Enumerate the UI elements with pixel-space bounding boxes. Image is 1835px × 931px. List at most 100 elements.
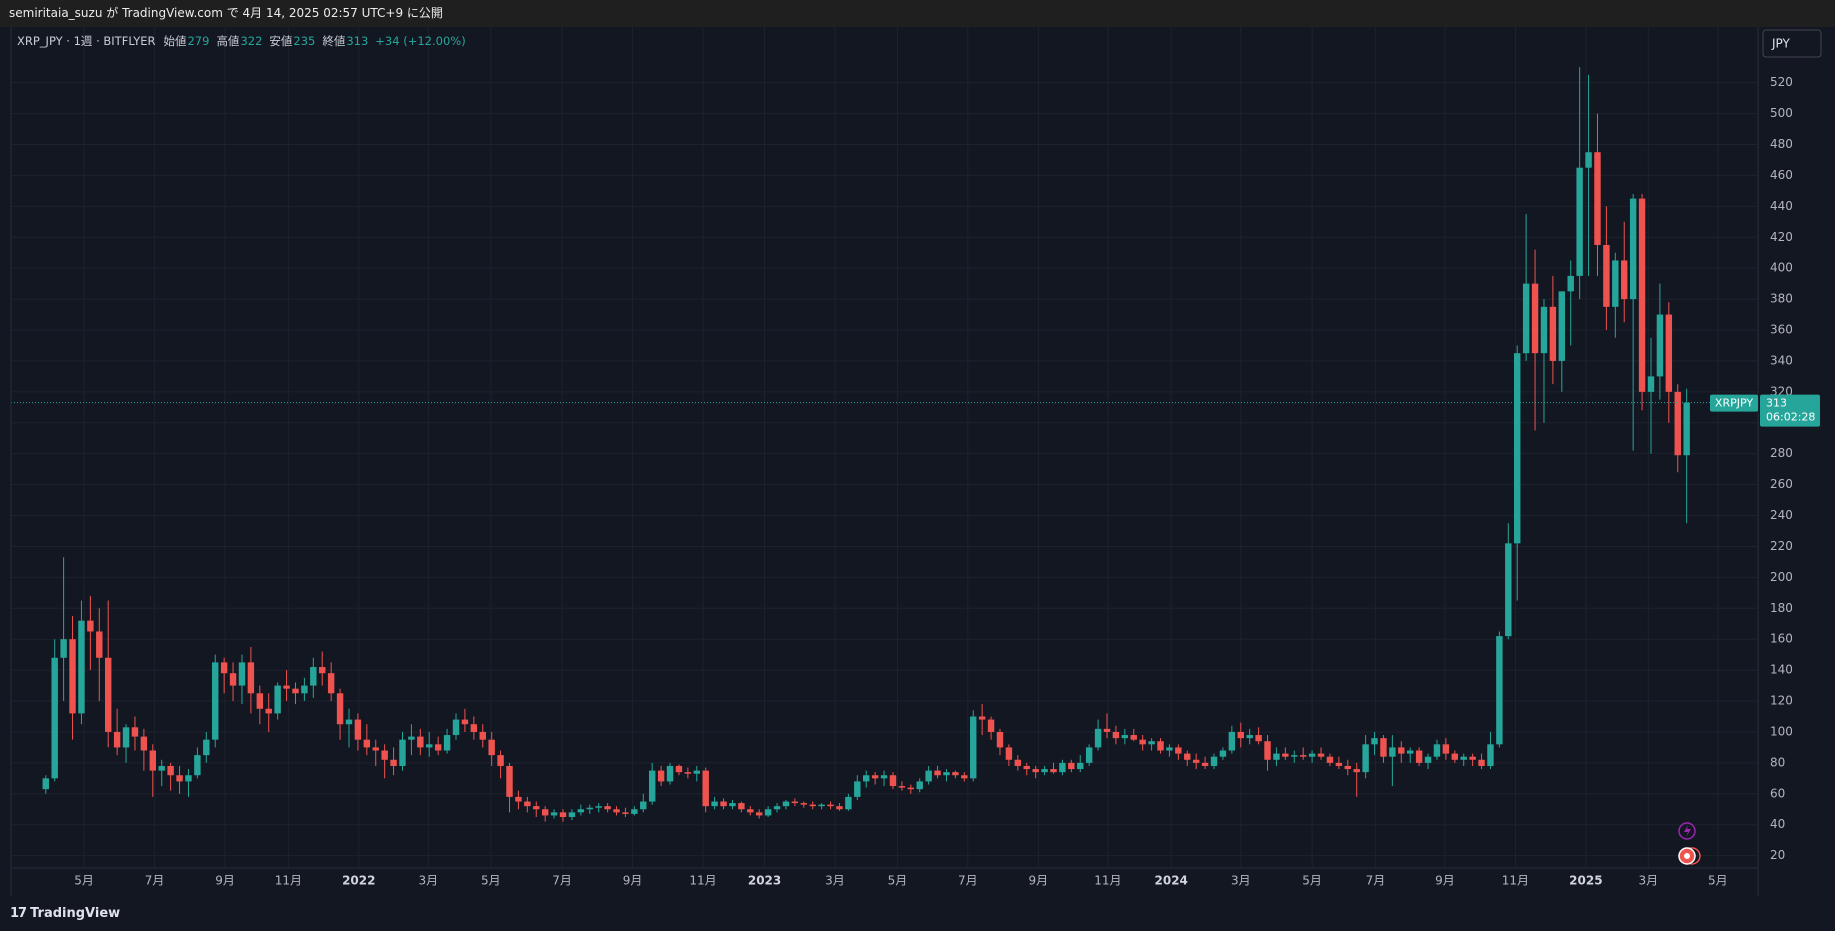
- candle-body: [1201, 762, 1209, 766]
- candle-body: [1094, 728, 1102, 748]
- candle-body: [1317, 753, 1325, 757]
- candle-body: [595, 806, 602, 808]
- x-tick-label: 11月: [689, 874, 716, 888]
- x-tick-label: 2024: [1155, 874, 1188, 888]
- candle-body: [1549, 306, 1557, 361]
- candle-body: [229, 673, 237, 686]
- flag-dot: [1684, 853, 1690, 859]
- y-tick-label: 140: [1770, 663, 1793, 677]
- candle-body: [978, 716, 986, 720]
- candle-body: [220, 662, 228, 674]
- candle-body: [452, 719, 460, 736]
- logo-mark: 𝟭𝟳: [10, 906, 27, 921]
- candle-body: [319, 667, 326, 674]
- y-tick-label: 260: [1770, 477, 1793, 491]
- y-tick-label: 440: [1770, 199, 1793, 213]
- y-tick-label: 420: [1770, 230, 1793, 244]
- candle-body: [176, 775, 183, 782]
- open-label: 始値: [163, 34, 187, 48]
- candle-body: [827, 804, 834, 807]
- candle-body: [185, 775, 192, 782]
- y-tick-label: 80: [1770, 755, 1785, 769]
- candle-body: [345, 719, 353, 725]
- symbol-tag: [1710, 394, 1758, 412]
- candle-body: [889, 775, 897, 787]
- low-label: 安値: [269, 34, 293, 48]
- candle-body: [265, 708, 272, 714]
- candle-body: [131, 727, 139, 737]
- candle-body: [1192, 759, 1200, 763]
- candle-body: [354, 719, 362, 740]
- candle-body: [782, 801, 790, 807]
- candle-body: [1148, 741, 1155, 745]
- candle-body: [863, 775, 870, 782]
- candle-body: [51, 657, 58, 779]
- candle-body: [399, 739, 406, 766]
- x-tick-label: 7月: [1366, 874, 1386, 888]
- candle-body: [693, 770, 700, 774]
- candle-body: [952, 772, 959, 776]
- candle-body: [1157, 741, 1164, 751]
- candle-body: [631, 809, 638, 814]
- candle-body: [1362, 744, 1369, 773]
- candle-body: [550, 812, 558, 816]
- candle-body: [845, 796, 852, 810]
- x-tick-label: 5月: [888, 874, 908, 888]
- x-tick-label: 3月: [419, 874, 439, 888]
- legend: XRP_JPY · 1週 · BITFLYER 始値279 高値322 安値235 終値…: [17, 33, 473, 49]
- candle-body: [996, 731, 1004, 748]
- candle-body: [256, 693, 264, 709]
- candle-body: [1638, 198, 1646, 392]
- axes: 2040608010012014016018020022024026028030…: [74, 75, 1820, 888]
- y-tick-label: 120: [1770, 694, 1793, 708]
- candle-body: [1496, 636, 1503, 745]
- candle-body: [1023, 765, 1030, 770]
- y-tick-label: 160: [1770, 632, 1793, 646]
- candle-body: [1487, 744, 1494, 766]
- candle-body: [818, 804, 825, 807]
- x-tick-label: 7月: [552, 874, 572, 888]
- candle-body: [1335, 762, 1343, 766]
- candle-body: [167, 765, 174, 776]
- candle-body: [1389, 747, 1396, 757]
- symbol: XRP_JPY · 1週 · BITFLYER: [17, 34, 156, 48]
- candle-body: [533, 806, 540, 810]
- candle-body: [1531, 283, 1539, 354]
- y-tick-label: 240: [1770, 508, 1793, 522]
- candle-body: [1050, 769, 1057, 773]
- candle-body: [1505, 543, 1512, 637]
- candle-body: [327, 673, 335, 694]
- candle-body: [426, 744, 433, 748]
- candle-body: [506, 765, 513, 797]
- candle-body: [738, 803, 745, 810]
- candle-body: [1424, 756, 1432, 763]
- candle-body: [488, 739, 495, 756]
- event-icon[interactable]: [1678, 822, 1696, 840]
- candle-body: [1594, 152, 1601, 245]
- x-tick-label: 5月: [1302, 874, 1322, 888]
- candle-body: [1121, 735, 1129, 739]
- x-tick-label: 9月: [623, 874, 643, 888]
- y-tick-label: 520: [1770, 75, 1793, 89]
- grid: [11, 27, 1758, 868]
- x-tick-label: 3月: [1231, 874, 1251, 888]
- y-tick-label: 40: [1770, 817, 1785, 831]
- candle-body: [1371, 738, 1378, 745]
- publish-info: semiritaia_suzu が TradingView.com で 4月 1…: [9, 6, 443, 20]
- x-tick-label: 9月: [1029, 874, 1049, 888]
- candle-body: [1237, 731, 1244, 739]
- low-value: 235: [293, 34, 316, 48]
- close-value: 313: [346, 34, 369, 48]
- candle-body: [96, 631, 103, 658]
- candle-body: [1166, 747, 1173, 751]
- candle-body: [898, 786, 906, 788]
- candle-body: [78, 620, 85, 714]
- candle-body: [461, 719, 469, 725]
- x-tick-label: 11月: [1502, 874, 1529, 888]
- candle-body: [408, 736, 415, 740]
- currency-button[interactable]: [1762, 29, 1822, 58]
- change: +34 (+12.00%): [375, 34, 466, 48]
- candle-body: [622, 812, 629, 814]
- candle-body: [1469, 756, 1476, 760]
